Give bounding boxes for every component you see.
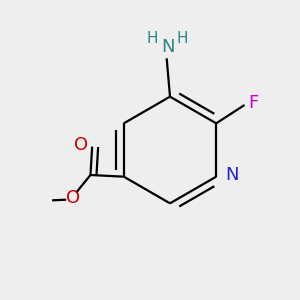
Text: H: H — [147, 31, 158, 46]
Text: N: N — [226, 166, 239, 184]
Text: H: H — [177, 31, 188, 46]
Text: O: O — [74, 136, 88, 154]
Text: N: N — [162, 38, 175, 56]
Text: O: O — [66, 189, 80, 207]
Text: F: F — [248, 94, 258, 112]
